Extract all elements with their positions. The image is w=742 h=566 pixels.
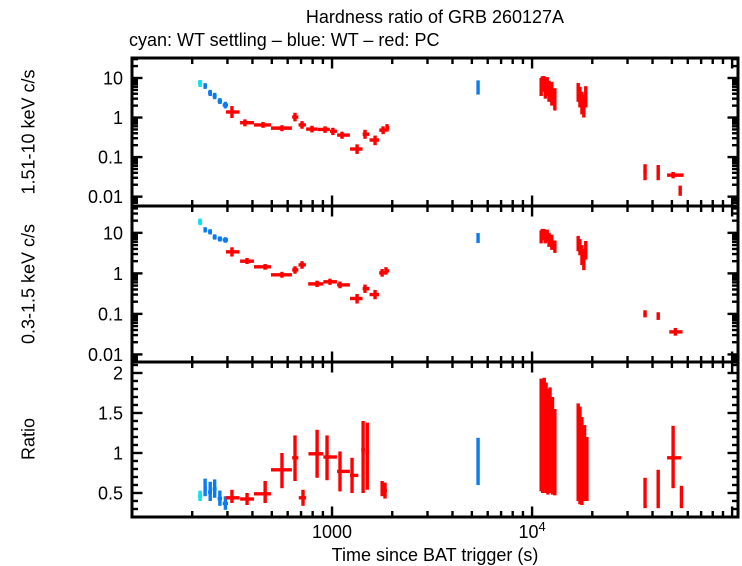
svg-text:1.5: 1.5 <box>98 404 123 424</box>
svg-text:1: 1 <box>113 444 123 464</box>
svg-text:0.5: 0.5 <box>98 484 123 504</box>
svg-text:0.1: 0.1 <box>98 304 123 324</box>
svg-text:0.1: 0.1 <box>98 148 123 168</box>
svg-text:1: 1 <box>113 108 123 128</box>
svg-text:10: 10 <box>103 223 123 243</box>
x-axis-label: Time since BAT trigger (s) <box>331 545 539 565</box>
figure-color-legend: cyan: WT settling – blue: WT – red: PC <box>129 30 440 50</box>
svg-text:1000: 1000 <box>312 522 352 542</box>
svg-text:1: 1 <box>113 264 123 284</box>
figure-title: Hardness ratio of GRB 260127A <box>305 7 565 27</box>
svg-text:10: 10 <box>103 68 123 88</box>
svg-text:2: 2 <box>113 364 123 384</box>
svg-text:0.01: 0.01 <box>88 187 123 207</box>
svg-text:0.01: 0.01 <box>88 345 123 365</box>
svg-text:104: 104 <box>518 519 545 542</box>
